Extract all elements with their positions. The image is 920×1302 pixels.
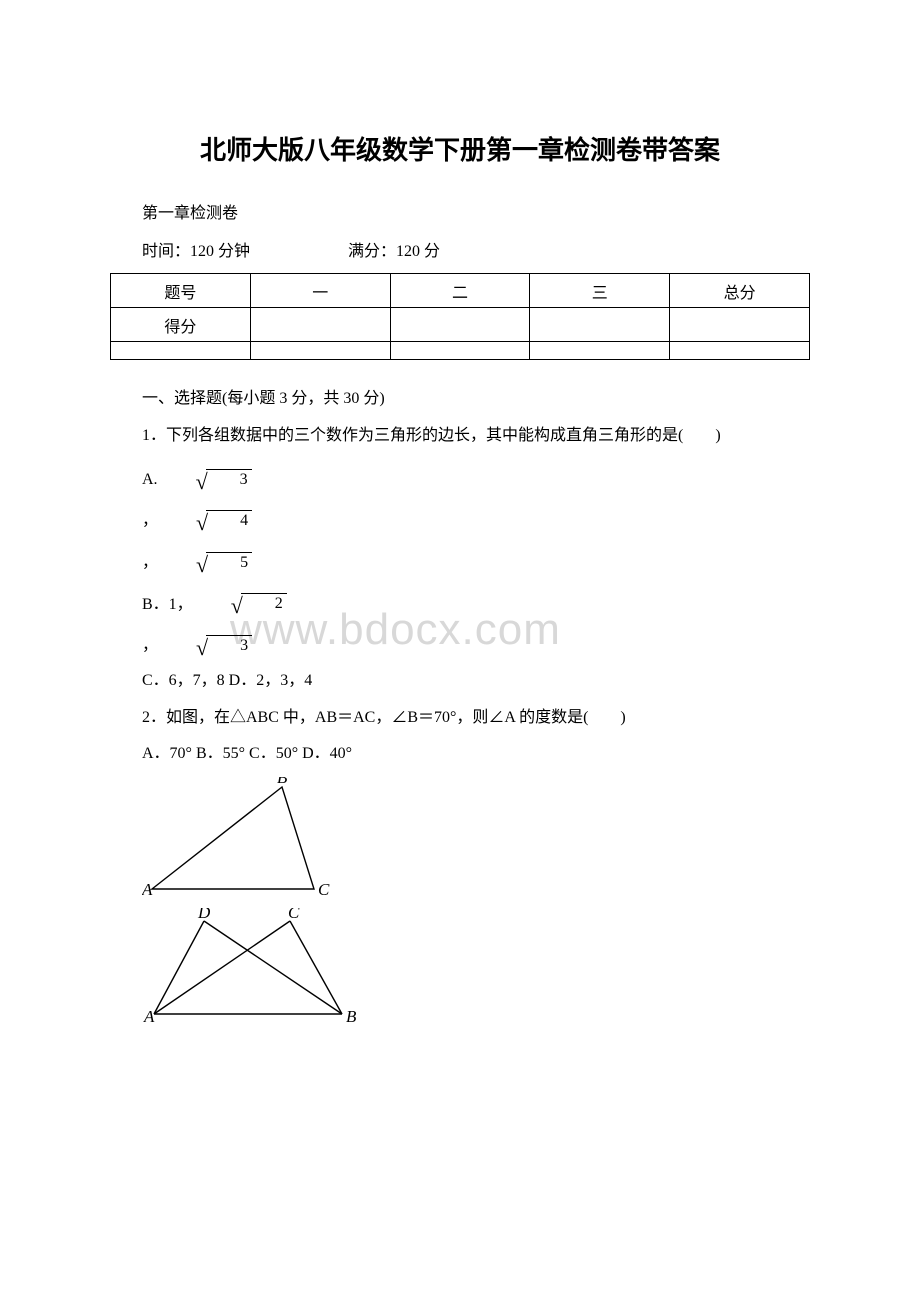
- score-cell: [670, 308, 810, 342]
- section-heading-1: 一、选择题(每小题 3 分，共 30 分): [110, 384, 810, 408]
- score-head-item: 二: [390, 274, 530, 308]
- radicand: 5: [206, 552, 252, 572]
- score-head-item: 总分: [670, 274, 810, 308]
- q1-option-b: B．1， √2: [110, 584, 810, 626]
- score-cell: [530, 342, 670, 360]
- score-cell: [250, 342, 390, 360]
- table-row: 得分: [111, 308, 810, 342]
- score-table: 题号 一 二 三 总分 得分: [110, 273, 810, 360]
- score-cell: [530, 308, 670, 342]
- svg-text:D: D: [197, 908, 211, 922]
- sqrt-icon: √4: [164, 510, 252, 532]
- table-row: [111, 342, 810, 360]
- score-cell: [390, 308, 530, 342]
- sqrt-icon: √2: [199, 593, 287, 615]
- q1-b-prefix: B．1，: [110, 584, 193, 626]
- q1-option-a-cont1: ， √4: [110, 500, 810, 542]
- svg-text:C: C: [318, 880, 330, 899]
- score-head-item: 一: [250, 274, 390, 308]
- radicand: 3: [206, 469, 252, 489]
- chapter-label: 第一章检测卷: [110, 199, 810, 223]
- radicand: 2: [241, 593, 287, 613]
- time-label: 时间：: [142, 243, 190, 260]
- exam-info: 时间：120 分钟 满分：120 分: [110, 237, 810, 261]
- sqrt-icon: √5: [164, 552, 252, 574]
- q1-a-prefix: A.: [110, 459, 158, 501]
- page-title: 北师大版八年级数学下册第一章检测卷带答案: [110, 130, 810, 167]
- question-2-options: A．70° B．55° C．50° D．40°: [110, 740, 810, 769]
- q1-option-a: A. √3: [110, 459, 810, 501]
- q1-text: 1．下列各组数据中的三个数作为三角形的边长，其中能构成直角三角形的是( ): [142, 427, 721, 444]
- table-row: 题号 一 二 三 总分: [111, 274, 810, 308]
- figure-crossed-abcd: A B D C: [142, 908, 362, 1026]
- radicand: 3: [206, 635, 252, 655]
- sqrt-icon: √3: [164, 635, 252, 657]
- score-head-item: 三: [530, 274, 670, 308]
- question-2-stem: 2．如图，在△ABC 中，AB＝AC，∠B＝70°，则∠A 的度数是( ): [110, 704, 810, 733]
- svg-text:B: B: [277, 777, 288, 787]
- svg-text:B: B: [346, 1007, 357, 1026]
- svg-text:A: A: [143, 1007, 155, 1026]
- figures: A B C A B D C: [142, 777, 810, 1026]
- radicand: 4: [206, 510, 252, 530]
- score-cell: [390, 342, 530, 360]
- score-head-item: 题号: [111, 274, 251, 308]
- sqrt-icon: √3: [164, 469, 252, 491]
- time-value: 120 分钟: [190, 243, 250, 260]
- svg-text:A: A: [142, 880, 153, 899]
- q1-option-a-cont2: ， √5: [110, 542, 810, 584]
- comma: ，: [110, 500, 158, 542]
- score-cell: [111, 342, 251, 360]
- question-1-stem: 1．下列各组数据中的三个数作为三角形的边长，其中能构成直角三角形的是( ): [110, 422, 810, 451]
- svg-text:C: C: [288, 908, 300, 922]
- score-cell: [250, 308, 390, 342]
- full-value: 120 分: [396, 243, 440, 260]
- figure-triangle-abc: A B C: [142, 777, 342, 902]
- score-cell: [670, 342, 810, 360]
- comma: ，: [110, 625, 158, 667]
- q1-option-b-cont: ， √3: [110, 625, 810, 667]
- score-row-label: 得分: [111, 308, 251, 342]
- comma: ，: [110, 542, 158, 584]
- q1-option-cd: C．6，7，8 D．2，3，4: [110, 667, 810, 696]
- full-label: 满分：: [348, 243, 396, 260]
